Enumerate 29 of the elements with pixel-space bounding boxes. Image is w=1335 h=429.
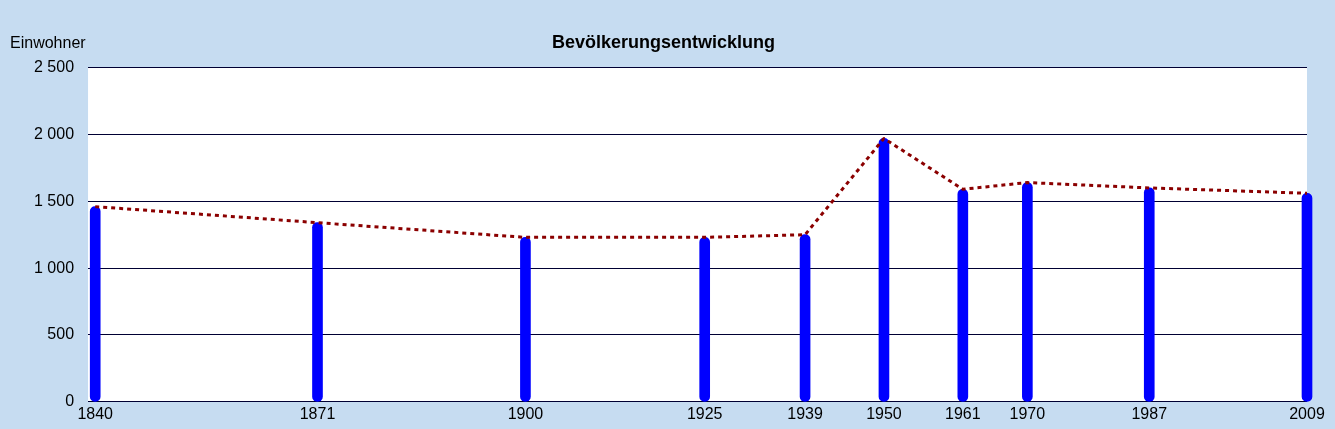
- bar: [878, 138, 890, 402]
- bar: [1143, 187, 1155, 402]
- y-axis-title: Einwohner: [10, 34, 87, 52]
- x-tick-label: 1871: [299, 404, 336, 422]
- x-tick-label: 2009: [1289, 404, 1325, 422]
- x-tick-label: 1987: [1131, 404, 1168, 422]
- bar: [312, 222, 323, 402]
- y-tick-label: 1 000: [33, 258, 75, 276]
- bar: [89, 206, 101, 402]
- bar: [1022, 182, 1033, 402]
- bar: [520, 237, 531, 402]
- x-tick-label: 1900: [507, 404, 544, 422]
- bar: [957, 188, 969, 402]
- x-tick-label: 1939: [787, 404, 823, 422]
- y-tick-label: 1 500: [33, 191, 75, 209]
- bar: [799, 234, 811, 402]
- chart-title: Bevölkerungsentwicklung: [551, 31, 776, 52]
- bar: [1301, 192, 1313, 402]
- x-tick-label: 1925: [686, 404, 723, 422]
- y-tick-label: 2 500: [33, 58, 75, 76]
- bar: [699, 237, 711, 402]
- x-tick-label: 1840: [77, 404, 114, 422]
- y-tick-label: 500: [47, 325, 75, 343]
- x-tick-label: 1961: [945, 404, 981, 422]
- line-series: [93, 136, 1307, 239]
- y-tick-label: 2 000: [33, 124, 75, 142]
- x-tick-label: 1970: [1009, 404, 1046, 422]
- x-tick-label: 1950: [866, 404, 902, 422]
- y-tick-label: 0: [65, 392, 75, 410]
